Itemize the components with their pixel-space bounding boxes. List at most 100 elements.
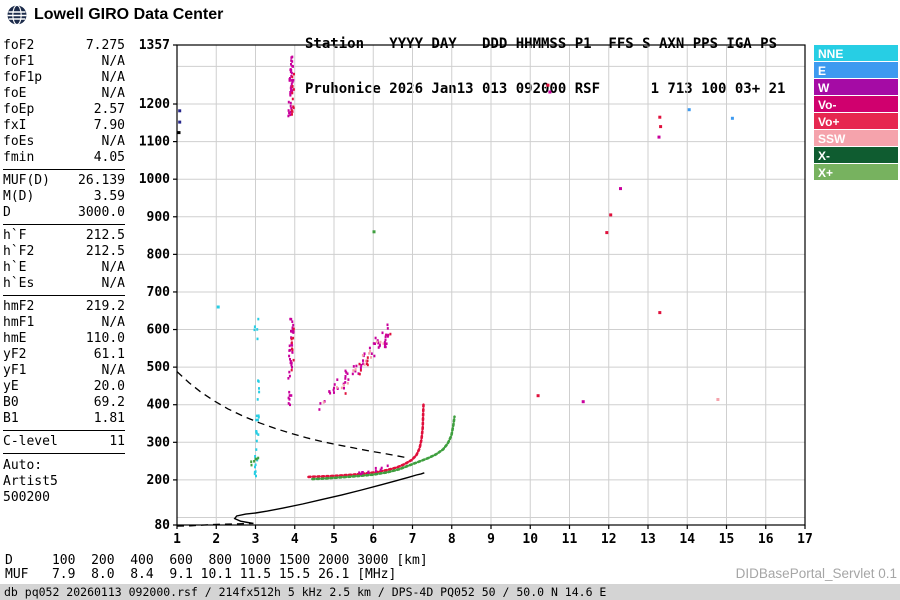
param-label-ye: yE xyxy=(3,379,19,394)
echo-cluster-second-hop-band-magenta xyxy=(328,390,331,393)
echo-cluster-spread-echo-3-9mhz-550km-red xyxy=(291,348,294,352)
echo-cluster-second-hop-band-magenta xyxy=(344,369,347,373)
echo-cluster-second-hop-band-magenta xyxy=(333,383,336,386)
echo-cluster-second-hop-band-magenta xyxy=(345,371,348,374)
y-axis-label: 500 xyxy=(147,360,171,375)
echo-cluster-second-hop-band-pink xyxy=(382,342,385,345)
station-header: Station YYYY DAY DDD HHMMSS P1 FFS S AXN… xyxy=(305,7,785,127)
param-value-fof1p: N/A xyxy=(101,70,125,85)
echo-cluster-trace-magenta-mix xyxy=(367,470,370,474)
echo-cluster-spread-echo-3-9mhz-1200km xyxy=(289,104,292,108)
app-logo: Lowell GIRO Data Center xyxy=(6,4,223,26)
echo-cluster-vertical-echo-3mhz-cyan xyxy=(257,380,260,383)
echo-cluster-second-hop-band-magenta xyxy=(346,372,349,375)
param-row-muf-d: MUF(D) 26.139 xyxy=(3,173,125,189)
echo-cluster-spread-echo-3-95mhz-1250km-red xyxy=(292,88,295,91)
echo-cluster-spread-echo-3-9mhz-425km xyxy=(288,390,291,394)
param-value-b1: 1.81 xyxy=(93,411,125,426)
y-axis-label: 1357 xyxy=(139,38,170,53)
legend-item-w: W xyxy=(814,79,898,95)
echo-cluster-second-hop-band-pink xyxy=(335,386,338,389)
echo-cluster-second-hop-band-pink xyxy=(379,340,382,344)
echo-cluster-trace-magenta-mix xyxy=(386,464,389,468)
echo-cluster-second-hop-band-magenta xyxy=(362,359,364,362)
echo-cluster-spread-echo-3-95mhz-1250km-red xyxy=(292,106,295,110)
servlet-version-label: DIDBasePortal_Servlet 0.1 xyxy=(735,566,897,581)
echo-cluster-spread-echo-3-9mhz-1200km xyxy=(289,77,291,80)
echo-cluster-spread-echo-3-9mhz-1200km xyxy=(290,88,293,91)
echo-cluster-vertical-echo-3mhz-cyan-upper xyxy=(253,325,256,328)
param-value-c-level: 11 xyxy=(109,434,125,449)
x-axis-label: 4 xyxy=(291,532,299,547)
echo-cluster-second-hop-band-magenta xyxy=(347,378,350,381)
spot-echo xyxy=(178,120,182,124)
param-label-fmin: fmin xyxy=(3,150,35,165)
param-value-b0: 69.2 xyxy=(93,395,125,410)
echo-cluster-vertical-echo-3mhz-cyan xyxy=(255,414,258,418)
echo-cluster-trace-magenta-mix xyxy=(358,471,361,474)
echo-cluster-spread-echo-3-95mhz-1250km-red xyxy=(291,75,294,79)
echo-cluster-spread-echo-3-9mhz-550km xyxy=(292,330,295,333)
echo-cluster-vertical-echo-3mhz-cyan xyxy=(254,455,257,458)
echo-cluster-second-hop-top-streak xyxy=(383,345,386,349)
echo-cluster-spread-echo-3-9mhz-550km xyxy=(289,317,292,321)
echo-cluster-second-hop-band-pink xyxy=(368,352,371,355)
param-divider xyxy=(3,169,125,170)
echo-cluster-second-hop-band-magenta xyxy=(359,366,362,369)
echo-cluster-second-hop-band-red xyxy=(344,392,347,395)
echo-cluster-vertical-echo-3mhz-cyan xyxy=(255,439,258,443)
param-label-yf1: yF1 xyxy=(3,363,27,378)
echo-cluster-spread-echo-3-9mhz-550km xyxy=(288,349,291,352)
echo-cluster-second-hop-band-magenta xyxy=(351,372,354,376)
param-row-h-e: h`E N/A xyxy=(3,260,125,276)
param-value-d: 3000.0 xyxy=(78,205,125,220)
param-row-m-d: M(D) 3.59 xyxy=(3,189,125,205)
x-axis-label: 12 xyxy=(601,532,617,547)
echo-cluster-second-hop-top-streak xyxy=(384,338,387,342)
echo-cluster-second-hop-band-pink xyxy=(369,350,372,353)
param-value-fmin: 4.05 xyxy=(93,150,125,165)
echo-cluster-second-hop-band-magenta xyxy=(376,339,379,342)
echo-cluster-second-hop-band-red xyxy=(358,362,361,366)
echo-cluster-spread-echo-3-9mhz-1200km xyxy=(290,71,293,75)
series-o-mode-trace xyxy=(307,402,425,479)
x-axis-label: 6 xyxy=(369,532,377,547)
echo-cluster-trace-magenta-mix xyxy=(379,468,382,472)
echo-cluster-spread-echo-3-9mhz-550km xyxy=(288,374,291,378)
spot-echo xyxy=(658,311,662,315)
spot-echo xyxy=(609,213,613,217)
echo-cluster-spread-echo-3-9mhz-1200km xyxy=(290,82,293,85)
y-axis-label: 400 xyxy=(147,398,171,413)
param-row-hme: hmE 110.0 xyxy=(3,331,125,347)
param-label-fof2: foF2 xyxy=(3,38,35,53)
autoscaling-line-artist5: Artist5 xyxy=(3,474,58,489)
y-axis-label: 900 xyxy=(147,210,171,225)
echo-cluster-spread-echo-3-9mhz-550km xyxy=(288,370,291,374)
station-header-columns: Station YYYY DAY DDD HHMMSS P1 FFS S AXN… xyxy=(305,36,778,52)
echo-cluster-spread-echo-3-95mhz-1250km-red xyxy=(291,85,294,88)
echo-cluster-second-hop-band-magenta xyxy=(363,352,366,355)
param-row-fof1p: foF1p N/A xyxy=(3,70,125,86)
echo-cluster-vertical-echo-3mhz-cyan xyxy=(256,398,259,401)
echo-cluster-vertical-echo-3mhz-cyan xyxy=(255,430,258,434)
echo-cluster-vertical-echo-3mhz-cyan xyxy=(258,387,260,390)
echo-cluster-second-hop-band-magenta xyxy=(372,342,375,345)
echo-cluster-second-hop-band-magenta xyxy=(377,346,380,349)
lowell-logo-icon xyxy=(7,4,27,26)
echo-cluster-spread-echo-3-9mhz-1200km xyxy=(290,85,293,88)
y-axis-label: 300 xyxy=(147,435,171,450)
y-axis-label: 800 xyxy=(147,247,171,262)
echo-cluster-second-hop-band-magenta xyxy=(318,408,321,411)
legend-item-vo: Vo- xyxy=(814,96,898,112)
echo-cluster-second-hop-band-magenta xyxy=(343,386,345,390)
echo-cluster-vertical-echo-3mhz-cyan xyxy=(254,463,257,467)
spot-echo xyxy=(177,131,181,135)
echo-cluster-second-hop-band-magenta xyxy=(333,391,335,394)
echo-cluster-second-hop-band-magenta xyxy=(370,352,373,355)
echo-cluster-spread-echo-3-9mhz-550km xyxy=(288,354,291,358)
echo-cluster-second-hop-top-streak xyxy=(385,333,388,337)
spot-echo xyxy=(619,187,622,191)
echo-cluster-vertical-echo-3mhz-cyan-upper xyxy=(253,328,256,332)
param-row-yf1: yF1 N/A xyxy=(3,363,125,379)
y-axis-label: 200 xyxy=(147,473,171,488)
